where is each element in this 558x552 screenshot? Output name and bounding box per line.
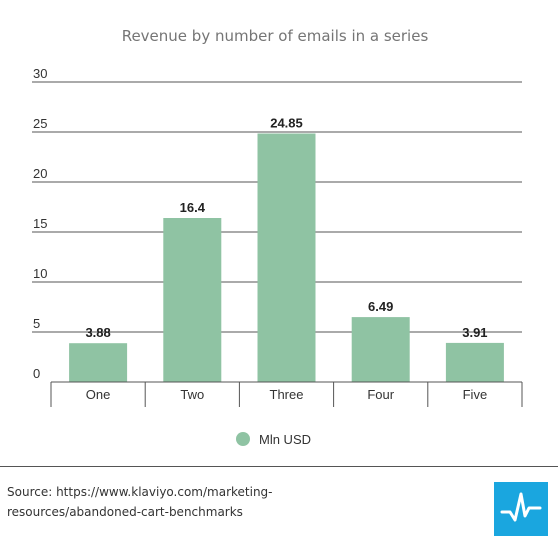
bar-value-label: 6.49 — [368, 299, 393, 314]
legend-label: Mln USD — [259, 432, 311, 447]
bar-value-label: 16.4 — [180, 200, 206, 215]
y-axis-ticks: 0 5 10 15 20 25 30 — [33, 66, 47, 381]
bar-value-label: 24.85 — [270, 116, 303, 131]
source-line-1: Source: https://www.klaviyo.com/marketin… — [7, 485, 273, 499]
y-tick-label: 20 — [33, 166, 47, 181]
bar-one — [69, 343, 128, 382]
y-tick-label: 15 — [33, 216, 47, 231]
legend-swatch — [236, 432, 250, 446]
bar-value-label: 3.91 — [462, 325, 487, 340]
bar-three — [257, 133, 316, 382]
source-line-2: resources/abandoned-cart-benchmarks — [7, 505, 243, 519]
y-tick-label: 5 — [33, 316, 40, 331]
x-tick-label: Four — [367, 387, 394, 402]
source-note: Source: https://www.klaviyo.com/marketin… — [7, 482, 427, 522]
legend: Mln USD — [236, 432, 311, 447]
bar-two — [163, 218, 222, 382]
y-tick-label: 0 — [33, 366, 40, 381]
x-axis: One Two Three Four Five — [50, 381, 523, 407]
bars — [69, 133, 504, 382]
bar-four — [351, 317, 410, 382]
chart: Revenue by number of emails in a series … — [32, 27, 523, 447]
x-tick-label: Two — [180, 387, 204, 402]
bar-five — [445, 342, 504, 382]
x-tick-label: One — [86, 387, 111, 402]
y-tick-label: 30 — [33, 66, 47, 81]
brand-logo — [494, 482, 548, 536]
bar-value-label: 3.88 — [85, 325, 110, 340]
x-tick-label: Three — [270, 387, 304, 402]
y-tick-label: 25 — [33, 116, 47, 131]
bar-value-labels: 3.88 16.4 24.85 6.49 3.91 — [85, 116, 487, 341]
x-tick-label: Five — [463, 387, 488, 402]
y-tick-label: 10 — [33, 266, 47, 281]
chart-title: Revenue by number of emails in a series — [122, 27, 429, 45]
pulse-line-icon — [500, 492, 542, 522]
footer-divider — [0, 466, 558, 467]
